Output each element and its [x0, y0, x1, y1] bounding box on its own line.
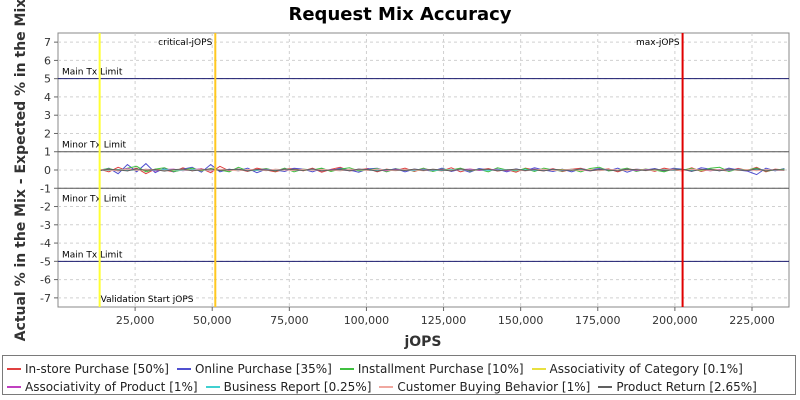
y-tick-label: 6 [44, 54, 51, 67]
legend-label: Installment Purchase [10%] [357, 362, 524, 376]
legend-label: Product Return [2.65%] [616, 380, 757, 394]
y-axis-label: Actual % in the Mix - Expected % in the … [13, 0, 29, 341]
vertical-markers: Validation Start jOPS critical-jOPS max-jO… [98, 33, 684, 307]
y-tick-label: -5 [40, 255, 51, 268]
legend-item: Associativity of Product [1%] [7, 380, 198, 394]
legend-row: Associativity of Product [1%] Business Re… [7, 377, 765, 395]
marker-label: Validation Start jOPS [101, 295, 194, 305]
legend-item: Product Return [2.65%] [598, 380, 757, 394]
series-layer [99, 162, 785, 176]
reference-lines: Main Tx Limit Minor Tx Limit Minor Tx Limi… [58, 68, 789, 262]
x-tick-label: 100,000 [344, 314, 390, 327]
legend-swatch [379, 386, 394, 388]
x-tick-label: 175,000 [575, 314, 621, 327]
y-tick-label: 1 [44, 146, 51, 159]
legend-swatch [205, 386, 220, 388]
legend-swatch [7, 386, 21, 388]
limit-label: Minor Tx Limit [62, 141, 127, 151]
legend-item: Associativity of Category [0.1%] [531, 362, 743, 376]
legend-label: In-store Purchase [50%] [25, 362, 169, 376]
y-tick-label: -7 [40, 292, 51, 305]
legend-label: Online Purchase [35%] [194, 362, 332, 376]
legend-swatch [531, 368, 546, 370]
legend-item: In-store Purchase [50%] [7, 362, 169, 376]
y-tick-label: -1 [40, 182, 51, 195]
y-tick-label: 2 [44, 127, 51, 140]
y-tick-label: -6 [40, 274, 51, 287]
legend-row: In-store Purchase [50%] Online Purchase [… [7, 359, 751, 377]
x-tick-label: 125,000 [421, 314, 467, 327]
x-tick-label: 150,000 [498, 314, 544, 327]
x-tick-label: 225,000 [729, 314, 775, 327]
legend-item: Customer Buying Behavior [1%] [379, 380, 590, 394]
y-tick-label: -2 [40, 201, 51, 214]
series-line [99, 168, 785, 172]
legend-swatch [598, 386, 613, 388]
legend-label: Business Report [0.25%] [223, 380, 372, 394]
marker-label: max-jOPS [636, 38, 680, 48]
legend-swatch [176, 368, 191, 370]
legend: In-store Purchase [50%] Online Purchase [… [2, 355, 796, 395]
legend-item: Business Report [0.25%] [205, 380, 372, 394]
marker-label: critical-jOPS [158, 38, 212, 48]
legend-swatch [7, 368, 21, 370]
legend-label: Associativity of Product [1%] [25, 380, 198, 394]
legend-swatch [339, 368, 354, 370]
y-tick-label: -3 [40, 219, 51, 232]
legend-item: Online Purchase [35%] [176, 362, 332, 376]
x-tick-label: 50,000 [193, 314, 232, 327]
y-tick-label: 4 [44, 91, 51, 104]
legend-item: Installment Purchase [10%] [339, 362, 524, 376]
y-tick-label: -4 [40, 237, 51, 250]
y-tick-label: 3 [44, 109, 51, 122]
chart-title: Request Mix Accuracy [288, 4, 511, 25]
y-tick-label: 0 [44, 164, 51, 177]
limit-label: Main Tx Limit [62, 250, 123, 260]
axes: 25,000 50,000 75,000 100,000 125,000 150,000 1… [40, 36, 775, 327]
y-tick-label: 5 [44, 73, 51, 86]
x-tick-label: 25,000 [116, 314, 155, 327]
x-tick-label: 200,000 [652, 314, 698, 327]
limit-label: Minor Tx Limit [62, 194, 127, 204]
legend-label: Associativity of Category [0.1%] [549, 362, 743, 376]
y-tick-label: 7 [44, 36, 51, 49]
x-axis-label: jOPS [403, 334, 441, 350]
legend-label: Customer Buying Behavior [1%] [397, 380, 591, 394]
x-tick-label: 75,000 [270, 314, 309, 327]
limit-label: Main Tx Limit [62, 68, 123, 78]
